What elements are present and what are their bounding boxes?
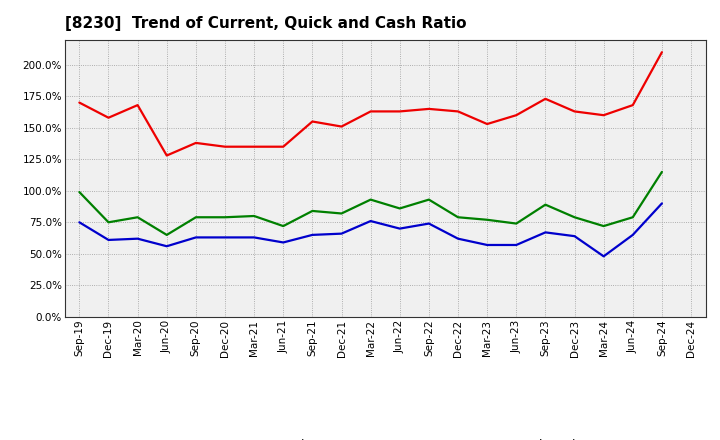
Current Ratio	[220, 144, 229, 149]
Quick Ratio	[395, 206, 404, 211]
Quick Ratio	[512, 221, 521, 226]
Quick Ratio	[483, 217, 492, 222]
Quick Ratio	[454, 215, 462, 220]
Cash Ratio	[104, 237, 113, 242]
Quick Ratio	[133, 215, 142, 220]
Current Ratio	[395, 109, 404, 114]
Current Ratio	[454, 109, 462, 114]
Current Ratio	[483, 121, 492, 127]
Quick Ratio	[629, 215, 637, 220]
Cash Ratio	[163, 244, 171, 249]
Text: [8230]  Trend of Current, Quick and Cash Ratio: [8230] Trend of Current, Quick and Cash …	[65, 16, 467, 32]
Cash Ratio	[570, 234, 579, 239]
Current Ratio	[366, 109, 375, 114]
Quick Ratio	[192, 215, 200, 220]
Quick Ratio	[104, 220, 113, 225]
Current Ratio	[541, 96, 550, 102]
Current Ratio	[308, 119, 317, 124]
Line: Cash Ratio: Cash Ratio	[79, 203, 662, 257]
Quick Ratio	[250, 213, 258, 219]
Cash Ratio	[425, 221, 433, 226]
Cash Ratio	[220, 235, 229, 240]
Current Ratio	[250, 144, 258, 149]
Quick Ratio	[570, 215, 579, 220]
Cash Ratio	[250, 235, 258, 240]
Line: Current Ratio: Current Ratio	[79, 52, 662, 155]
Cash Ratio	[657, 201, 666, 206]
Current Ratio	[192, 140, 200, 146]
Cash Ratio	[512, 242, 521, 248]
Cash Ratio	[133, 236, 142, 241]
Quick Ratio	[425, 197, 433, 202]
Current Ratio	[599, 113, 608, 118]
Quick Ratio	[657, 169, 666, 175]
Current Ratio	[133, 103, 142, 108]
Current Ratio	[279, 144, 287, 149]
Quick Ratio	[366, 197, 375, 202]
Quick Ratio	[279, 224, 287, 229]
Cash Ratio	[599, 254, 608, 259]
Quick Ratio	[337, 211, 346, 216]
Cash Ratio	[279, 240, 287, 245]
Quick Ratio	[163, 232, 171, 238]
Current Ratio	[570, 109, 579, 114]
Quick Ratio	[541, 202, 550, 207]
Quick Ratio	[308, 208, 317, 213]
Current Ratio	[163, 153, 171, 158]
Quick Ratio	[599, 224, 608, 229]
Cash Ratio	[75, 220, 84, 225]
Cash Ratio	[395, 226, 404, 231]
Cash Ratio	[308, 232, 317, 238]
Quick Ratio	[75, 189, 84, 194]
Quick Ratio	[220, 215, 229, 220]
Cash Ratio	[192, 235, 200, 240]
Current Ratio	[512, 113, 521, 118]
Current Ratio	[337, 124, 346, 129]
Current Ratio	[104, 115, 113, 121]
Cash Ratio	[629, 232, 637, 238]
Cash Ratio	[366, 218, 375, 224]
Cash Ratio	[483, 242, 492, 248]
Current Ratio	[425, 106, 433, 111]
Current Ratio	[657, 50, 666, 55]
Line: Quick Ratio: Quick Ratio	[79, 172, 662, 235]
Current Ratio	[629, 103, 637, 108]
Current Ratio	[75, 100, 84, 105]
Cash Ratio	[337, 231, 346, 236]
Cash Ratio	[454, 236, 462, 241]
Cash Ratio	[541, 230, 550, 235]
